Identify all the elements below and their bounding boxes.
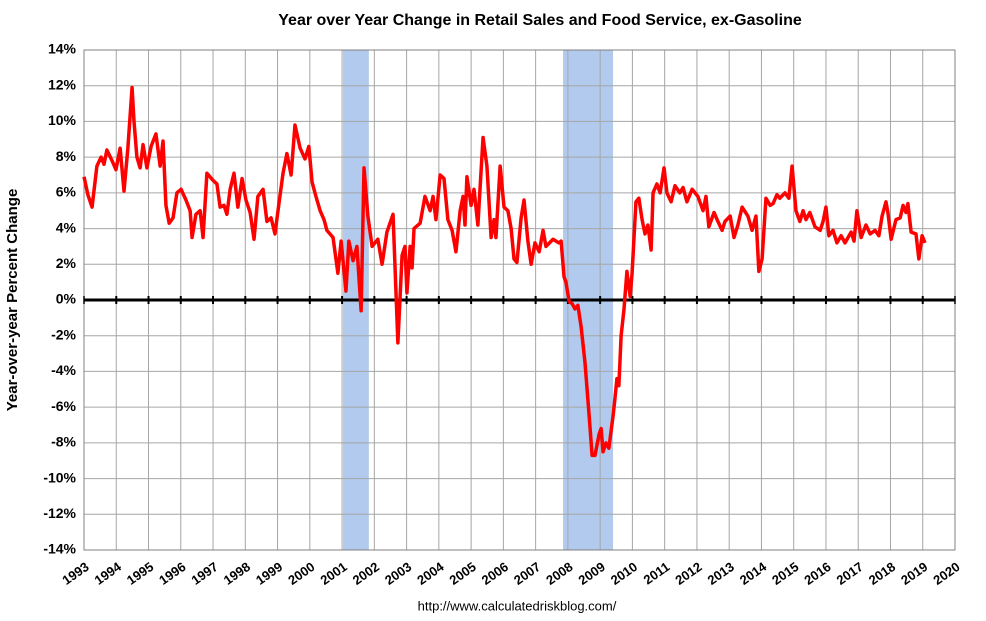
y-tick-label: -8% [51, 434, 76, 450]
y-axis-label: Year-over-year Percent Change [4, 189, 21, 412]
y-tick-label: -10% [43, 469, 76, 485]
y-tick-label: -2% [51, 326, 76, 342]
y-tick-label: 6% [56, 184, 77, 200]
y-tick-label: 8% [56, 148, 77, 164]
y-tick-label: 2% [56, 255, 77, 271]
y-tick-label: 0% [56, 291, 77, 307]
data-line [82, 85, 927, 458]
y-tick-label: 12% [48, 76, 77, 92]
y-tick-label: -6% [51, 398, 76, 414]
y-tick-label: -4% [51, 362, 76, 378]
y-tick-label: -12% [43, 505, 76, 521]
y-tick-label: 4% [56, 219, 77, 235]
source: http://www.calculatedriskblog.com/ [418, 598, 617, 613]
y-tick-label: 10% [48, 112, 77, 128]
y-tick-label: -14% [43, 541, 76, 557]
y-tick-label: 14% [48, 41, 77, 57]
chart-title: Year over Year Change in Retail Sales an… [278, 12, 802, 29]
